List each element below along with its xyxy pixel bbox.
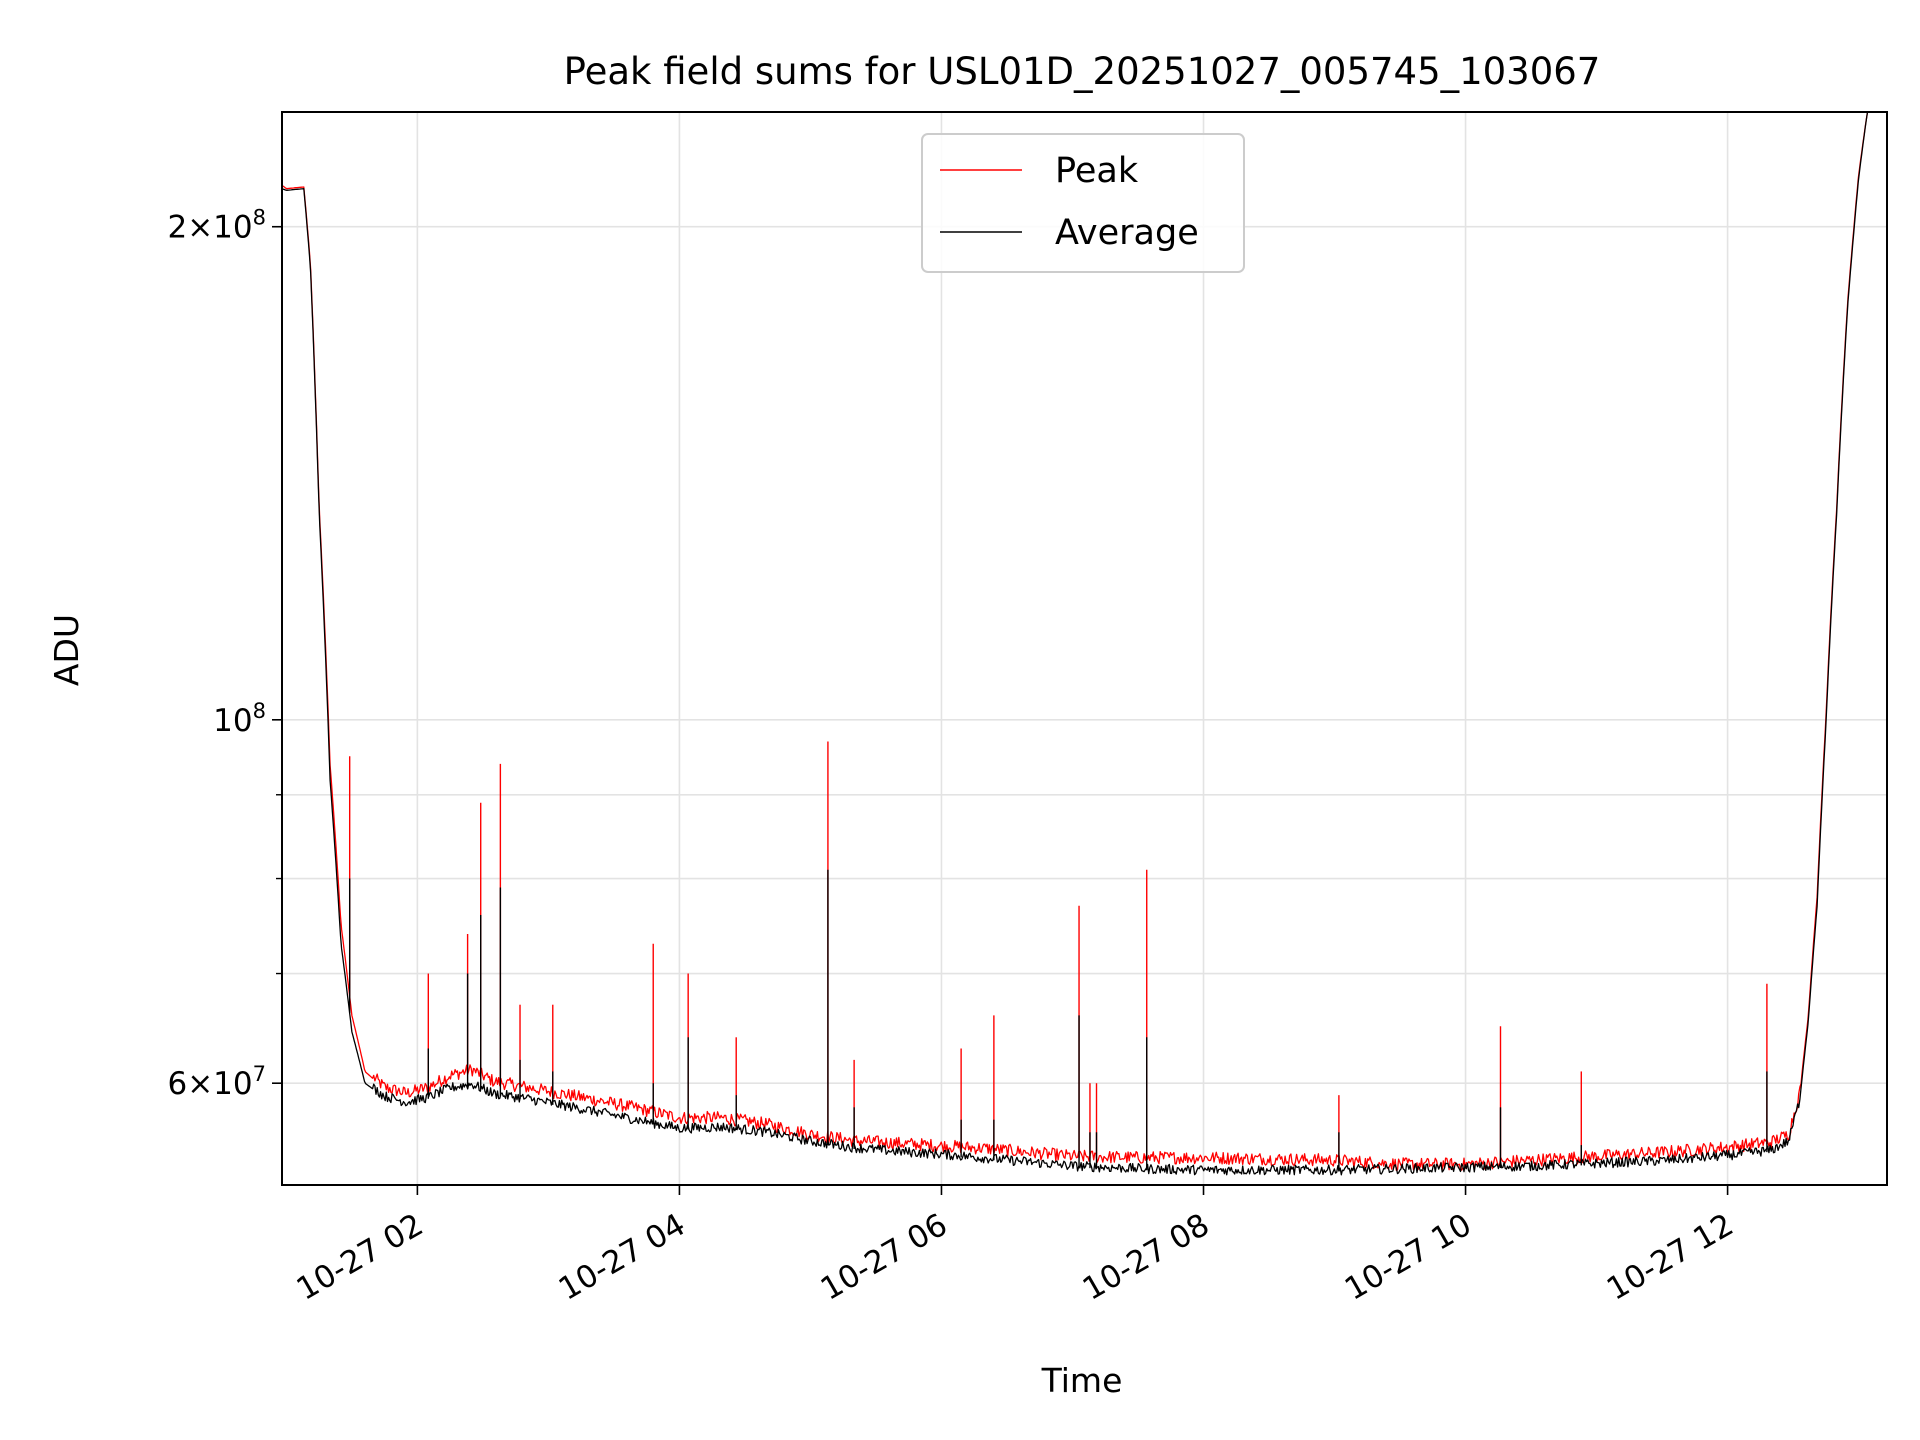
series-line-peak — [282, 112, 1887, 1171]
y-axis-label: ADU — [47, 614, 86, 686]
legend: Peak Average — [921, 133, 1245, 273]
chart-title: Peak field sums for USL01D_20251027_0057… — [564, 50, 1601, 93]
legend-box — [921, 133, 1245, 273]
x-axis-label: Time — [1041, 1361, 1123, 1400]
series-layer — [282, 112, 1887, 1176]
y-tick-label: 2×108 — [167, 206, 266, 246]
legend-label-average: Average — [1055, 213, 1199, 253]
plot-frame — [281, 111, 1888, 1186]
series-line-average — [282, 112, 1887, 1176]
y-tick-label: 108 — [213, 699, 266, 739]
y-tick-label: 6×107 — [167, 1062, 266, 1102]
legend-label-peak: Peak — [1055, 151, 1139, 191]
